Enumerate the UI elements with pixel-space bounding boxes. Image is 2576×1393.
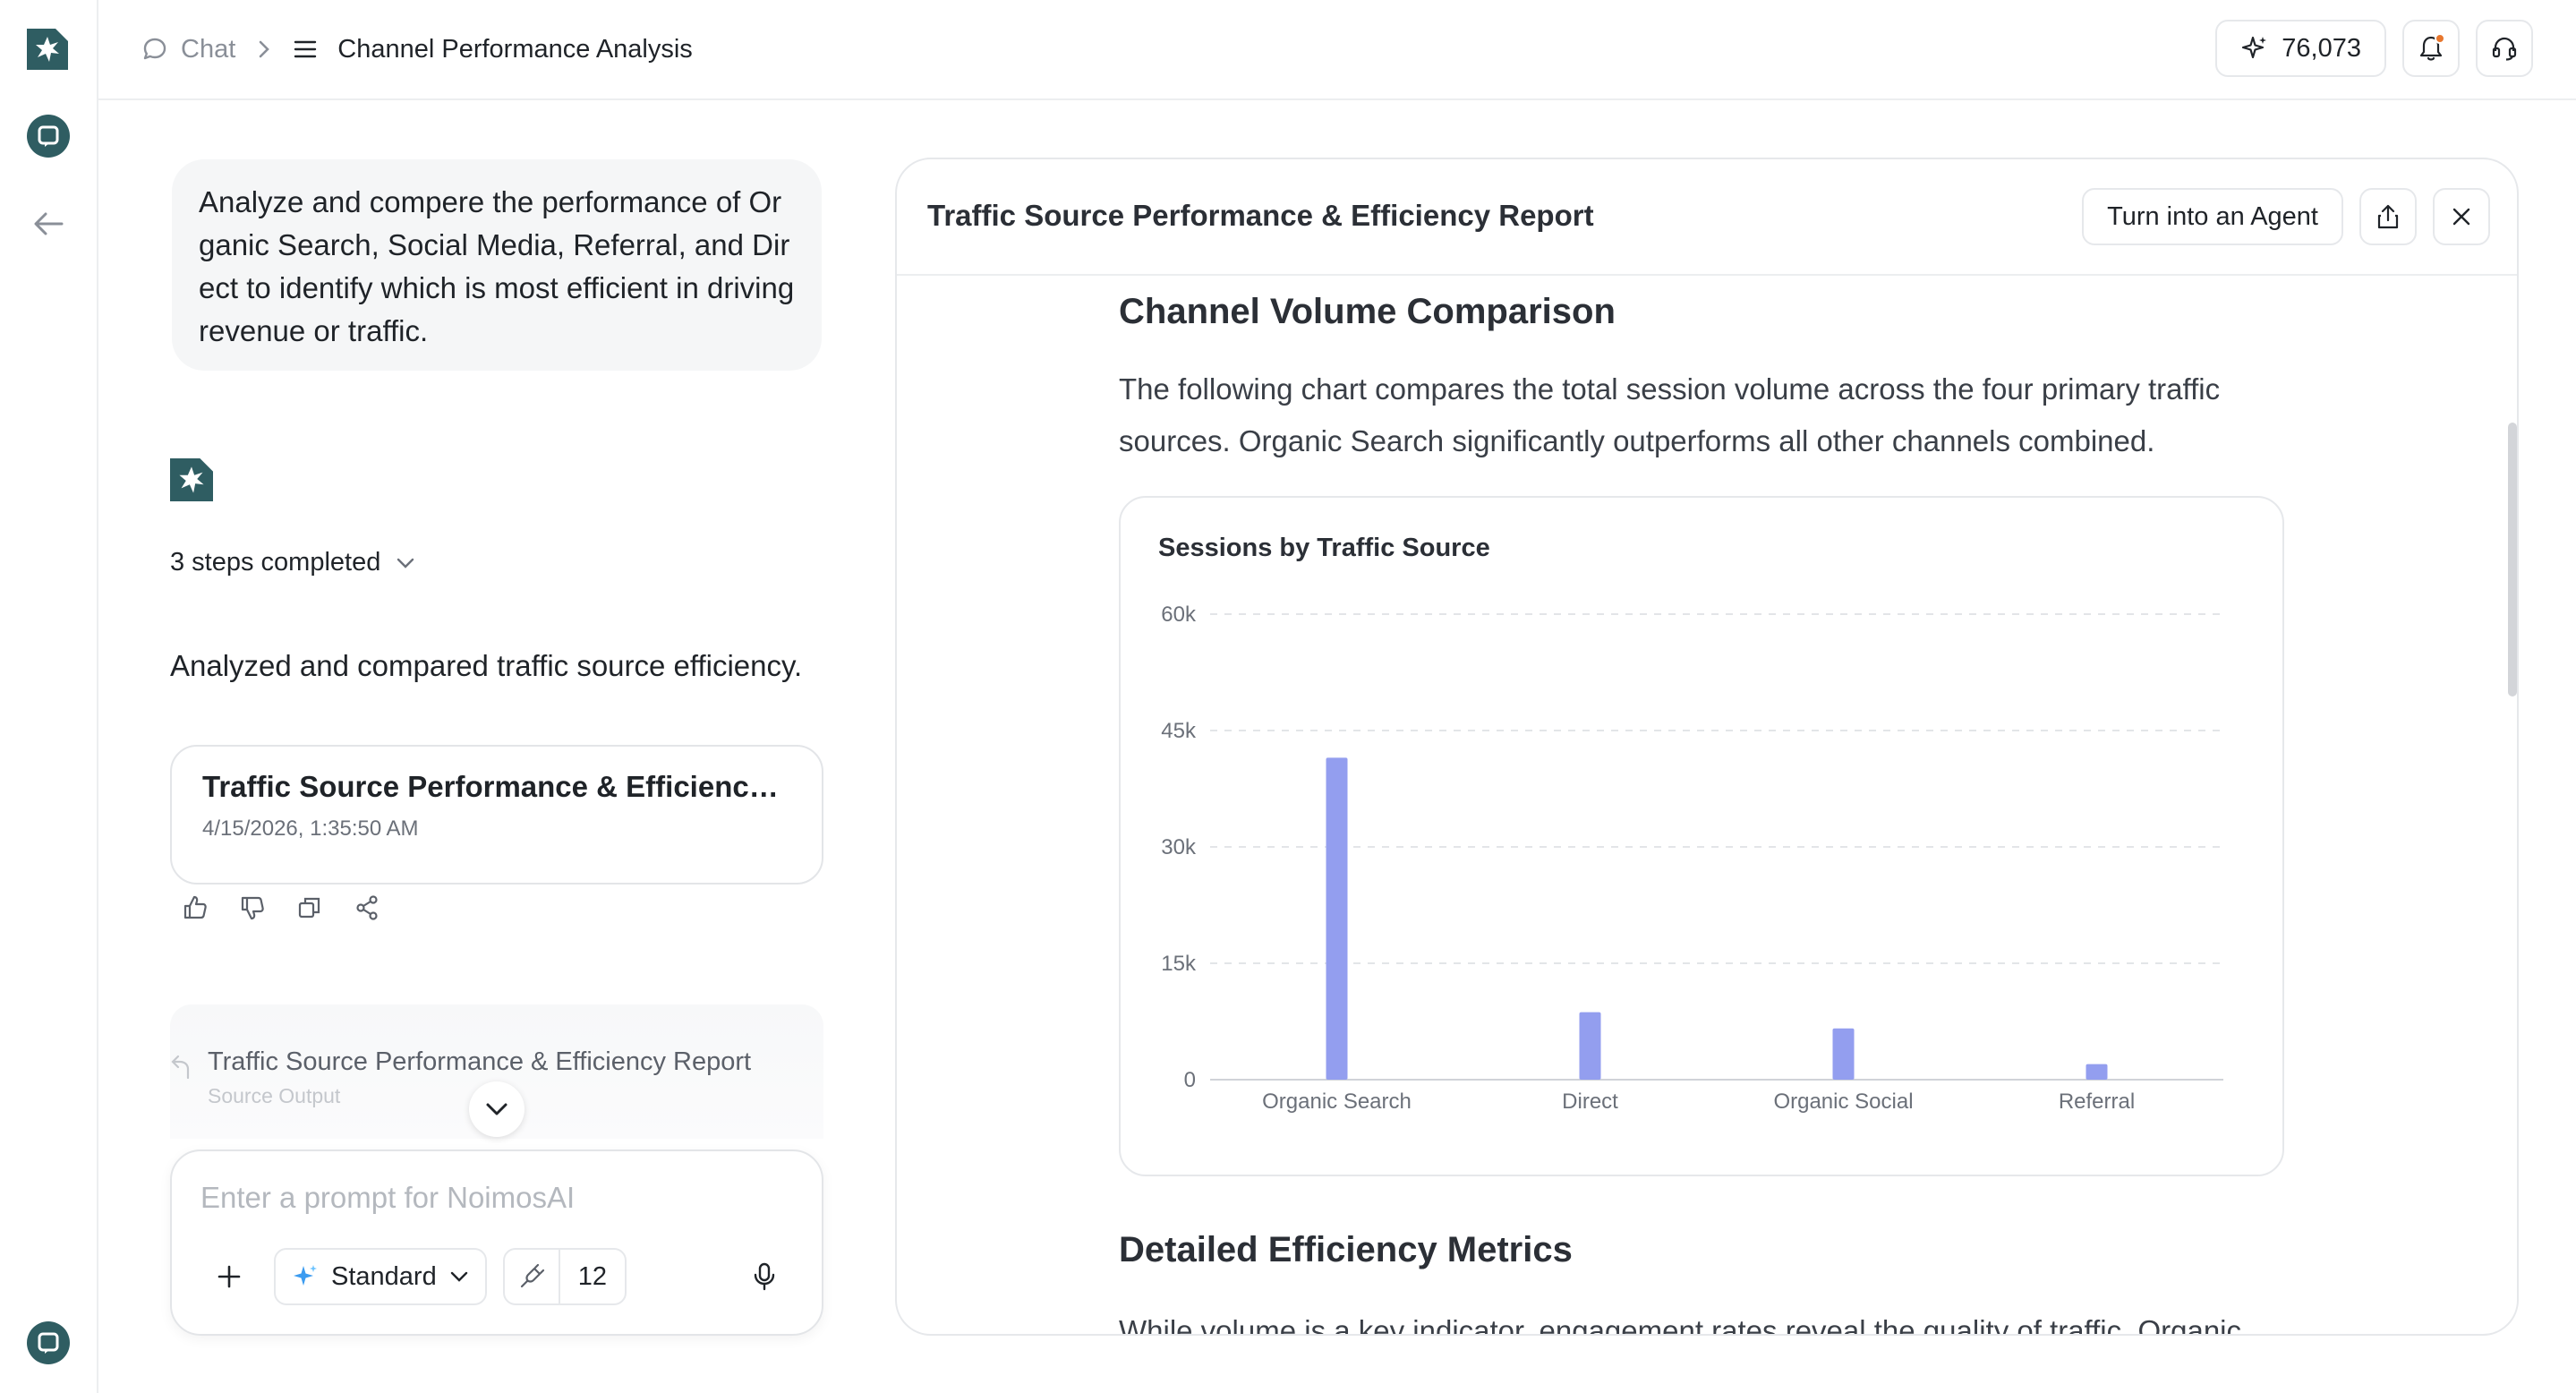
report-panel-actions: Turn into an Agent bbox=[2082, 188, 2490, 245]
y-tick-label: 30k bbox=[1161, 835, 1197, 859]
steps-label: 3 steps completed bbox=[170, 548, 381, 577]
share-upload-icon bbox=[2377, 204, 2399, 229]
message-actions bbox=[179, 892, 383, 924]
microphone-icon bbox=[754, 1262, 775, 1291]
headset-icon bbox=[2492, 37, 2517, 61]
report-card-title: Traffic Source Performance & Efficiency … bbox=[202, 770, 791, 803]
report-panel-header: Traffic Source Performance & Efficiency … bbox=[897, 159, 2517, 276]
breadcrumb-current[interactable]: Channel Performance Analysis bbox=[293, 35, 693, 64]
credits-button[interactable]: 76,073 bbox=[2215, 20, 2386, 77]
prompt-input[interactable] bbox=[200, 1178, 791, 1218]
collapse-sidebar-button[interactable] bbox=[27, 202, 70, 245]
chart-card: Sessions by Traffic Source 0 15k 30k 45k 60k… bbox=[1119, 496, 2284, 1176]
report-card[interactable]: Traffic Source Performance & Efficiency … bbox=[170, 745, 823, 885]
chat-bubble-icon bbox=[38, 1332, 59, 1354]
source-subtitle: Source Output bbox=[208, 1084, 341, 1107]
corner-up-left-icon bbox=[171, 1055, 190, 1080]
y-tick-label: 45k bbox=[1161, 719, 1197, 743]
share-icon bbox=[356, 895, 378, 920]
x-tick-label: Referral bbox=[2059, 1090, 2135, 1114]
logo-icon bbox=[27, 29, 68, 70]
source-title: Traffic Source Performance & Efficiency … bbox=[208, 1047, 752, 1076]
plus-icon bbox=[218, 1265, 241, 1288]
chat-icon bbox=[143, 38, 166, 60]
turn-into-agent-button[interactable]: Turn into an Agent bbox=[2082, 188, 2343, 245]
mode-label: Standard bbox=[331, 1261, 437, 1291]
attach-button[interactable] bbox=[200, 1248, 258, 1305]
report-panel-title: Traffic Source Performance & Efficiency … bbox=[927, 199, 1594, 232]
report-panel: Traffic Source Performance & Efficiency … bbox=[895, 158, 2519, 1336]
mode-select[interactable]: Standard bbox=[274, 1248, 487, 1305]
thumbs-up-button[interactable] bbox=[179, 892, 211, 924]
tools-count: 12 bbox=[577, 1261, 607, 1291]
profile-button[interactable] bbox=[27, 1321, 70, 1364]
report-card-date: 4/15/2026, 1:35:50 AM bbox=[202, 816, 419, 841]
section-paragraph: The following chart compares the total s… bbox=[1119, 372, 2221, 457]
chevron-down-icon bbox=[450, 1271, 467, 1282]
breadcrumb-chat-link[interactable]: Chat bbox=[141, 35, 235, 64]
x-tick-label: Direct bbox=[1562, 1090, 1618, 1114]
chart-title: Sessions by Traffic Source bbox=[1158, 534, 1490, 562]
left-rail bbox=[0, 0, 98, 1393]
source-row: Traffic Source Performance & Efficiency … bbox=[170, 1047, 823, 1108]
top-actions: 76,073 bbox=[2215, 20, 2533, 77]
chevron-down-icon bbox=[486, 1103, 508, 1115]
scroll-down-button[interactable] bbox=[469, 1081, 525, 1137]
menu-icon bbox=[294, 40, 317, 58]
composer-toolbar: Standard 12 bbox=[200, 1248, 793, 1305]
assistant-avatar bbox=[170, 458, 213, 501]
steps-toggle[interactable]: 3 steps completed bbox=[170, 548, 416, 577]
chevron-down-icon bbox=[397, 558, 414, 568]
chevron-right-icon bbox=[257, 39, 271, 59]
x-tick-label: Organic Search bbox=[1262, 1090, 1412, 1114]
breadcrumb-chat-label: Chat bbox=[181, 34, 236, 64]
page-title: Channel Performance Analysis bbox=[337, 34, 693, 64]
chat-bubble-icon bbox=[38, 125, 59, 147]
close-panel-button[interactable] bbox=[2433, 188, 2490, 245]
thumbs-down-button[interactable] bbox=[236, 892, 269, 924]
breadcrumb: Chat Channel Performance Analysis bbox=[141, 30, 693, 68]
user-message: Analyze and compere the performance of O… bbox=[172, 159, 822, 371]
section-title: Channel Volume Comparison bbox=[1119, 292, 1616, 331]
section-paragraph: While volume is a key indicator, engagem… bbox=[1119, 1314, 2242, 1336]
prompt-composer: Standard 12 bbox=[170, 1149, 823, 1336]
plug-icon bbox=[505, 1250, 560, 1303]
y-tick-label: 15k bbox=[1161, 952, 1197, 976]
tools-button[interactable]: 12 bbox=[502, 1248, 627, 1305]
voice-input-button[interactable] bbox=[736, 1248, 793, 1305]
sparkle-icon bbox=[2242, 36, 2267, 59]
copy-icon bbox=[298, 897, 320, 919]
support-button[interactable] bbox=[2476, 20, 2533, 77]
bar bbox=[1326, 757, 1348, 1080]
y-tick-label: 0 bbox=[1184, 1068, 1196, 1092]
sparkle-icon bbox=[294, 1265, 317, 1286]
export-button[interactable] bbox=[2359, 188, 2417, 245]
share-button[interactable] bbox=[351, 892, 383, 924]
thumbs-up-icon bbox=[183, 895, 207, 919]
copy-button[interactable] bbox=[294, 892, 326, 924]
new-chat-button[interactable] bbox=[27, 115, 70, 158]
x-tick-label: Organic Social bbox=[1773, 1090, 1913, 1114]
close-icon bbox=[2452, 208, 2470, 226]
thumbs-down-icon bbox=[241, 896, 264, 920]
bar bbox=[1579, 1012, 1601, 1080]
notification-dot bbox=[2435, 33, 2445, 44]
y-tick-label: 60k bbox=[1161, 602, 1197, 627]
top-bar: Chat Channel Performance Analysis 76,073 bbox=[98, 0, 2576, 100]
notifications-button[interactable] bbox=[2402, 20, 2460, 77]
assistant-message: Analyzed and compared traffic source eff… bbox=[170, 649, 803, 682]
report-body[interactable]: Channel Volume Comparison The following … bbox=[897, 278, 2517, 1336]
logo-icon bbox=[170, 458, 213, 501]
bar bbox=[1832, 1028, 1855, 1080]
panel-scrollbar[interactable] bbox=[2508, 423, 2517, 696]
credits-count: 76,073 bbox=[2282, 33, 2361, 63]
app-logo[interactable] bbox=[27, 29, 68, 70]
arrow-left-icon bbox=[34, 212, 64, 235]
section-title: Detailed Efficiency Metrics bbox=[1119, 1230, 1573, 1269]
bar-chart: 0 15k 30k 45k 60k Organic Search Direct Organic… bbox=[1161, 602, 2223, 1114]
bar bbox=[2086, 1064, 2108, 1080]
